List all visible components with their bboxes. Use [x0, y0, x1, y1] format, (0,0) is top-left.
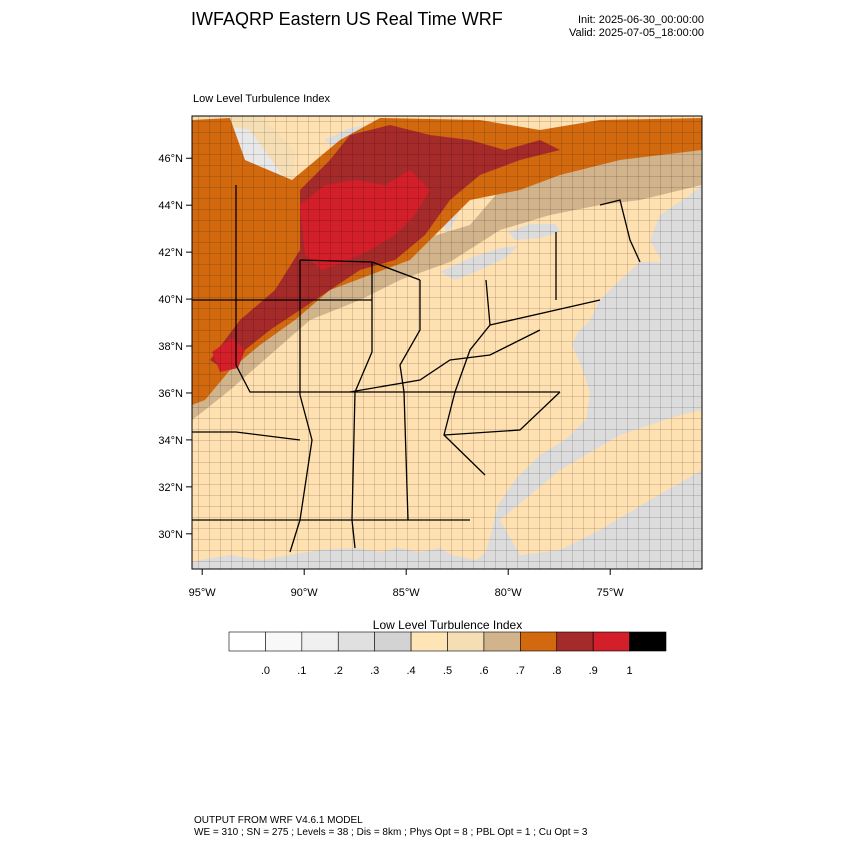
- footer-config: WE = 310 ; SN = 275 ; Levels = 38 ; Dis …: [194, 827, 588, 838]
- lat-tick-label: 32°N: [158, 482, 183, 494]
- state-line-j: [299, 259, 421, 281]
- lat-tick-label: 44°N: [158, 200, 183, 212]
- colorbar-box: [556, 631, 594, 652]
- map-content: [192, 116, 702, 569]
- lat-tick-label: 34°N: [158, 435, 183, 447]
- colorbar-label: .0: [261, 665, 270, 677]
- state-line-m: [599, 199, 641, 263]
- valid-time: Valid: 2025-07-05_18:00:00: [569, 27, 704, 39]
- colorbar-label: 1: [627, 665, 633, 677]
- lon-tick-label: 75°W: [597, 587, 625, 599]
- lon-tick-label: 85°W: [393, 587, 421, 599]
- colorbar-label: .8: [552, 665, 561, 677]
- colorbar-boxes: [228, 631, 667, 652]
- map-frame: [191, 115, 703, 570]
- colorbar-label: .9: [589, 665, 598, 677]
- colorbar-box: [629, 631, 667, 652]
- colorbar-box: [265, 631, 303, 652]
- lat-tick-label: 46°N: [158, 153, 183, 165]
- legend-title: Low Level Turbulence Index: [372, 618, 523, 632]
- longitude-axis: 95°W 90°W 85°W 80°W 75°W: [189, 569, 625, 599]
- county-boundaries: [192, 116, 702, 569]
- lat-tick-label: 30°N: [158, 529, 183, 541]
- colorbar-legend: .0 .1 .2 .3 .4 .5 .6 .7 .8 .9 1: [228, 631, 667, 677]
- colorbar-label: .6: [479, 665, 488, 677]
- colorbar-box: [592, 631, 630, 652]
- field-label: Low Level Turbulence Index: [193, 93, 330, 105]
- lat-tick-label: 42°N: [158, 247, 183, 259]
- state-line-e: [399, 280, 421, 521]
- state-line-g: [443, 391, 561, 436]
- colorbar-box: [410, 631, 448, 652]
- latitude-axis: 46°N 44°N 42°N 40°N 38°N 36°N 34°N 32°N 30°N: [158, 153, 192, 541]
- colorbar-label: .4: [406, 665, 415, 677]
- colorbar-label: .3: [370, 665, 379, 677]
- init-time: Init: 2025-06-30_00:00:00: [578, 14, 704, 26]
- map-panel: 46°N 44°N 42°N 40°N 38°N 36°N 34°N 32°N 30°N 95°…: [158, 115, 703, 599]
- footer-model: OUTPUT FROM WRF V4.6.1 MODEL: [194, 815, 363, 826]
- colorbar-box: [228, 631, 266, 652]
- state-line-c: [289, 260, 313, 553]
- colorbar-label: .7: [516, 665, 525, 677]
- colorbar-box: [301, 631, 339, 652]
- lon-tick-label: 90°W: [291, 587, 319, 599]
- lon-tick-label: 80°W: [495, 587, 523, 599]
- state-boundaries: [192, 185, 641, 553]
- lat-tick-label: 38°N: [158, 341, 183, 353]
- colorbar-label: .2: [334, 665, 343, 677]
- colorbar-box: [337, 631, 375, 652]
- lat-tick-label: 40°N: [158, 294, 183, 306]
- chart-title: IWFAQRP Eastern US Real Time WRF: [191, 9, 503, 29]
- lat-tick-label: 36°N: [158, 388, 183, 400]
- colorbar-box: [374, 631, 412, 652]
- colorbar-box: [520, 631, 558, 652]
- lon-tick-label: 95°W: [189, 587, 217, 599]
- state-line-f: [443, 279, 491, 476]
- colorbar-box: [483, 631, 521, 652]
- state-line-n: [349, 329, 541, 393]
- state-line-h: [489, 299, 601, 326]
- colorbar-labels: .0 .1 .2 .3 .4 .5 .6 .7 .8 .9 1: [261, 665, 633, 677]
- colorbar-box: [447, 631, 485, 652]
- colorbar-label: .1: [297, 665, 306, 677]
- state-line-k: [192, 431, 301, 441]
- state-line-d: [351, 262, 373, 549]
- state-line-b: [235, 185, 560, 393]
- colorbar-label: .5: [443, 665, 452, 677]
